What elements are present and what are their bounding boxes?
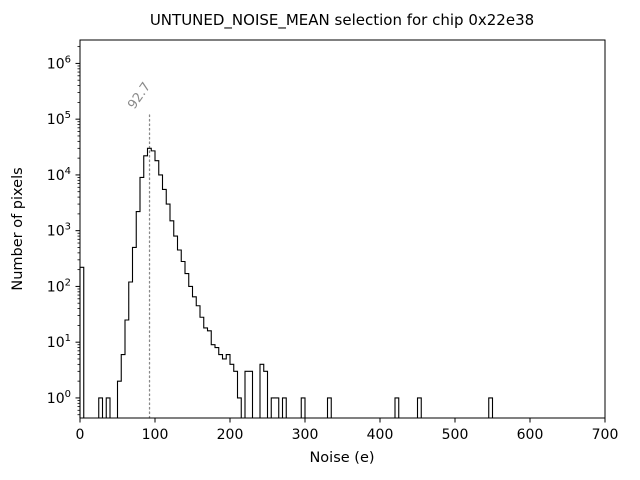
x-tick-label: 700 bbox=[592, 427, 619, 443]
x-tick-label: 200 bbox=[217, 427, 244, 443]
x-tick-label: 600 bbox=[517, 427, 544, 443]
axes-box bbox=[79, 39, 606, 419]
y-axis-ticks: 100 101 102 103 104 105 106 bbox=[47, 46, 80, 416]
y-tick-label: 106 bbox=[47, 54, 71, 72]
x-tick-label: 0 bbox=[76, 427, 85, 443]
y-tick-label: 101 bbox=[47, 333, 71, 351]
y-tick-label: 105 bbox=[47, 110, 71, 128]
y-tick-label: 100 bbox=[47, 389, 71, 407]
y-axis-label: Number of pixels bbox=[10, 167, 26, 290]
x-tick-label: 500 bbox=[442, 427, 469, 443]
x-axis-ticks: 0 100 200 300 400 500 600 700 bbox=[76, 418, 619, 443]
y-tick-label: 103 bbox=[47, 222, 71, 240]
histogram-line-group bbox=[79, 147, 497, 419]
x-axis-label: Noise (e) bbox=[309, 450, 374, 466]
y-tick-label: 102 bbox=[47, 277, 71, 295]
chart-title: UNTUNED_NOISE_MEAN selection for chip 0x… bbox=[150, 11, 534, 30]
threshold-label: 92.7 bbox=[125, 80, 154, 112]
histogram-line bbox=[79, 147, 497, 419]
x-tick-label: 100 bbox=[142, 427, 169, 443]
x-tick-label: 300 bbox=[292, 427, 319, 443]
x-tick-label: 400 bbox=[367, 427, 394, 443]
y-tick-label: 104 bbox=[47, 166, 71, 184]
